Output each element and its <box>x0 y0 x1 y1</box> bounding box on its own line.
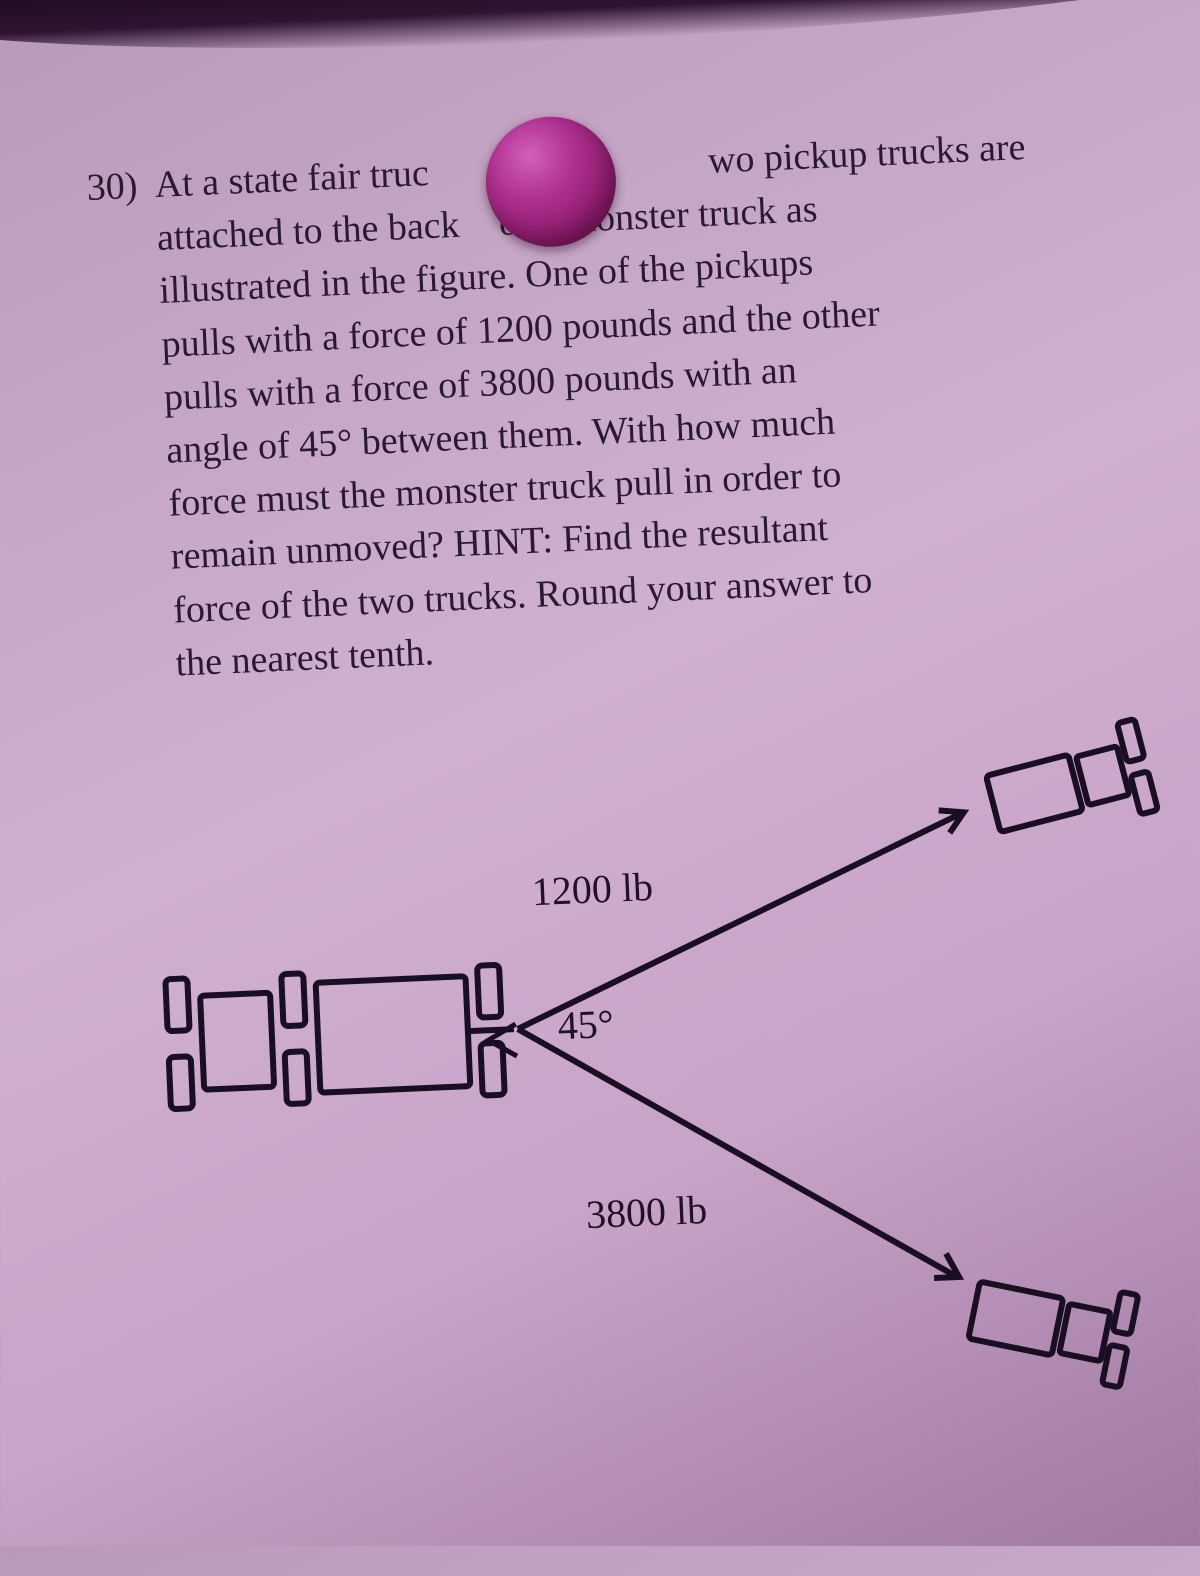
pickup-truck-upper-icon <box>981 719 1158 850</box>
force-lower-label: 3800 lb <box>585 1186 708 1238</box>
page-top-shadow <box>0 0 1200 71</box>
text-frag: At a state fair truc <box>154 152 430 206</box>
diagram-svg <box>5 694 1200 1446</box>
pickup-truck-lower-icon <box>965 1264 1139 1388</box>
rope-lower <box>518 1010 954 1293</box>
text-frag: attached to the back <box>156 204 460 259</box>
monster-truck-icon <box>165 964 516 1109</box>
force-upper-label: 1200 lb <box>531 863 654 915</box>
problem-text: At a state fair truc wo pickup trucks ar… <box>154 117 1142 691</box>
text-frag: wo pickup trucks are <box>707 126 1026 182</box>
problem-number: 30) <box>86 160 139 215</box>
rope-upper <box>509 815 967 1029</box>
problem-block: 30) At a state fair truc wo pickup truck… <box>90 117 1142 693</box>
force-diagram: 1200 lb 45° 3800 lb <box>5 694 1200 1446</box>
angle-label: 45° <box>557 1000 615 1049</box>
